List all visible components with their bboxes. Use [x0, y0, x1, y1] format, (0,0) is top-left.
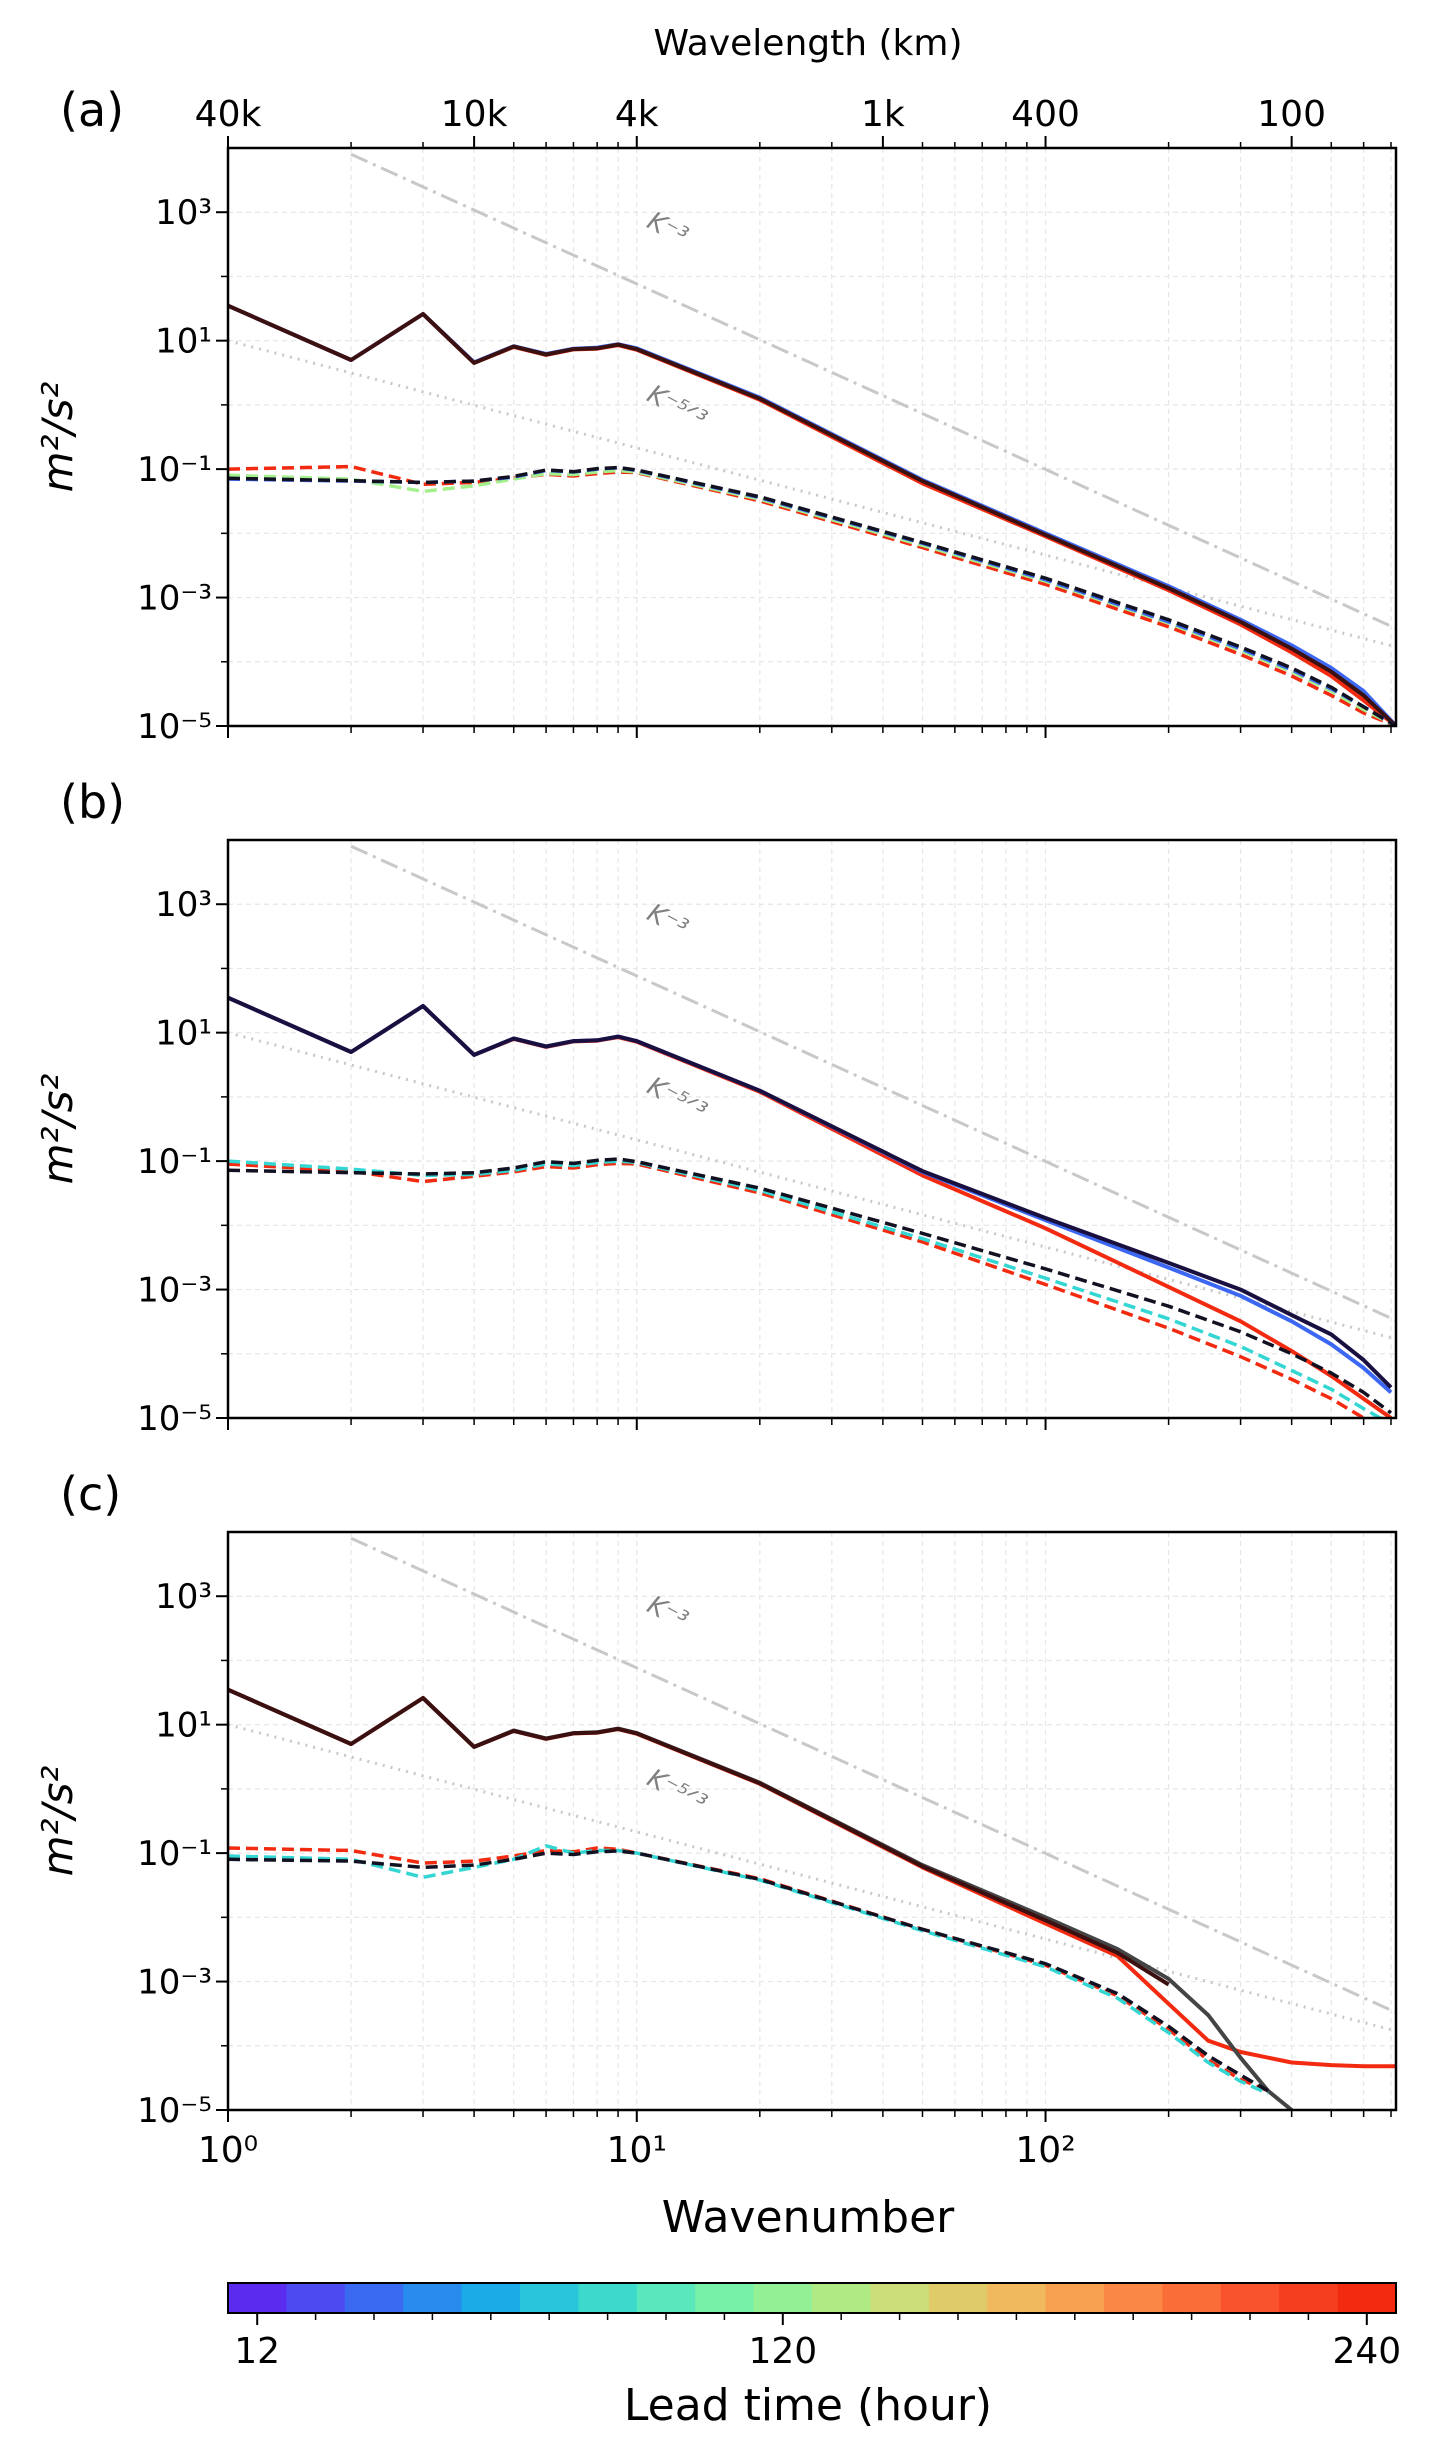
colorbar-band [753, 2283, 813, 2313]
colorbar-band [1045, 2283, 1105, 2313]
colorbar-band [578, 2283, 638, 2313]
series-group [228, 1687, 1396, 2110]
colorbar-band [695, 2283, 755, 2313]
series-group [228, 995, 1393, 1418]
panel-label: (a) [60, 83, 124, 137]
y-tick-label: 10¹ [155, 1014, 212, 1054]
x-tick-label: 10¹ [607, 2130, 667, 2171]
y-tick-label: 10⁻⁵ [137, 707, 212, 747]
panels: K⁻³ K⁻⁵ᐟ³ 10⁻⁵ 10⁻³ 10⁻¹ 10¹ 10³ 40k 10k 4k 1k 400 1… [33, 83, 1398, 2171]
y-axis-label: m²/s² [33, 1074, 82, 1185]
annotation-k-5-3: K⁻⁵ᐟ³ [642, 1763, 711, 1819]
top-tick-label: 1k [861, 94, 905, 135]
y-tick-label: 10⁻³ [137, 1271, 212, 1311]
reference-line-k-5-3 [228, 339, 1396, 649]
colorbar-band [987, 2283, 1047, 2313]
reference-line-k-3 [350, 152, 1396, 630]
series-line-dashed [228, 464, 1396, 726]
series-line-solid [228, 995, 1393, 1394]
panel-3: K⁻³ K⁻⁵ᐟ³ 10⁻⁵ 10⁻³ 10⁻¹ 10¹ 10³ 10⁰ 10¹ 10² (c) m²… [33, 1467, 1398, 2171]
grid [227, 1532, 1396, 2111]
y-axis-label: m²/s² [33, 1766, 82, 1877]
plot-frame [226, 146, 1398, 728]
top-tick-label: 10k [441, 94, 508, 135]
series-line-dashed [228, 1849, 1269, 2093]
top-axis-label: Wavelength (km) [653, 23, 962, 64]
series-line-solid [228, 303, 1396, 726]
plot-frame [226, 1530, 1398, 2112]
colorbar-band [812, 2283, 871, 2313]
colorbar-band [928, 2283, 988, 2313]
panel-label: (b) [60, 775, 125, 829]
reference-line-k-5-3 [228, 1031, 1396, 1341]
colorbar-band [286, 2283, 346, 2313]
y-tick-label: 10⁻¹ [137, 1142, 212, 1182]
y-tick-label: 10¹ [155, 1706, 212, 1746]
y-tick-label: 10⁻¹ [137, 1834, 212, 1874]
y-tick-label: 10⁻⁵ [137, 1399, 212, 1439]
annotation-k-5-3: K⁻⁵ᐟ³ [642, 379, 711, 435]
annotation-k-3: K⁻³ [642, 206, 692, 252]
y-tick-label: 10⁻³ [137, 1963, 212, 2003]
series-line-dashed [228, 465, 1396, 726]
colorbar-band [520, 2283, 579, 2313]
top-tick-label: 4k [615, 94, 659, 135]
bottom-axis-label: Wavenumber [662, 2192, 955, 2243]
series-line-dashed [228, 466, 1396, 726]
top-tick-label: 100 [1257, 94, 1326, 135]
series-line-solid [228, 995, 1393, 1418]
colorbar-band [403, 2283, 463, 2313]
series-line-solid [228, 1687, 1170, 1987]
annotation-k-3: K⁻³ [642, 1590, 692, 1636]
series-line-solid [228, 995, 1393, 1389]
series-line-dashed [228, 1161, 1372, 1418]
x-tick-label: 10⁰ [198, 2130, 258, 2171]
grid [227, 148, 1396, 727]
y-tick-label: 10⁻¹ [137, 450, 212, 490]
colorbar-band [1279, 2283, 1339, 2313]
x-tick-label: 10² [1015, 2130, 1075, 2171]
colorbar-band [1104, 2283, 1163, 2313]
y-tick-label: 10¹ [155, 322, 212, 362]
panel-label: (c) [60, 1467, 121, 1521]
colorbar-band [1220, 2283, 1280, 2313]
colorbar-frame [227, 2282, 1397, 2314]
grid [227, 840, 1396, 1419]
y-tick-label: 10⁻³ [137, 579, 212, 619]
reference-line-k-3 [350, 844, 1396, 1322]
colorbar-label: Lead time (hour) [624, 2380, 992, 2431]
y-axis-label: m²/s² [33, 382, 82, 493]
reference-line-k-5-3 [228, 1723, 1396, 2033]
y-tick-label: 10³ [155, 885, 212, 925]
colorbar-band [870, 2283, 930, 2313]
colorbar: 12 120 240 [227, 2282, 1401, 2372]
y-tick-label: 10³ [155, 1577, 212, 1617]
y-tick-label: 10³ [155, 193, 212, 233]
colorbar-band [228, 2283, 287, 2313]
colorbar-tick-label: 120 [748, 2331, 817, 2372]
y-tick-label: 10⁻⁵ [137, 2091, 212, 2131]
colorbar-band [344, 2283, 404, 2313]
colorbar-band [1162, 2283, 1222, 2313]
colorbar-band [461, 2283, 521, 2313]
annotation-k-3: K⁻³ [642, 898, 692, 944]
panel-2: K⁻³ K⁻⁵ᐟ³ 10⁻⁵ 10⁻³ 10⁻¹ 10¹ 10³ (b) m²/s² [33, 775, 1398, 1439]
top-tick-label: 400 [1011, 94, 1080, 135]
top-tick-label: 40k [195, 94, 262, 135]
colorbar-band [1337, 2283, 1397, 2313]
series-line-solid [228, 303, 1396, 726]
annotation-k-5-3: K⁻⁵ᐟ³ [642, 1071, 711, 1127]
series-line-solid [228, 303, 1396, 726]
reference-line-k-3 [350, 1536, 1396, 2014]
series-line-dashed [228, 1159, 1384, 1418]
colorbar-tick-label: 240 [1332, 2331, 1401, 2372]
colorbar-tick-label: 12 [234, 2331, 280, 2372]
series-group [228, 303, 1396, 726]
series-line-dashed [228, 468, 1396, 726]
panel-1: K⁻³ K⁻⁵ᐟ³ 10⁻⁵ 10⁻³ 10⁻¹ 10¹ 10³ 40k 10k 4k 1k 400 1… [33, 83, 1398, 747]
colorbar-band [636, 2283, 696, 2313]
plot-frame [226, 838, 1398, 1420]
